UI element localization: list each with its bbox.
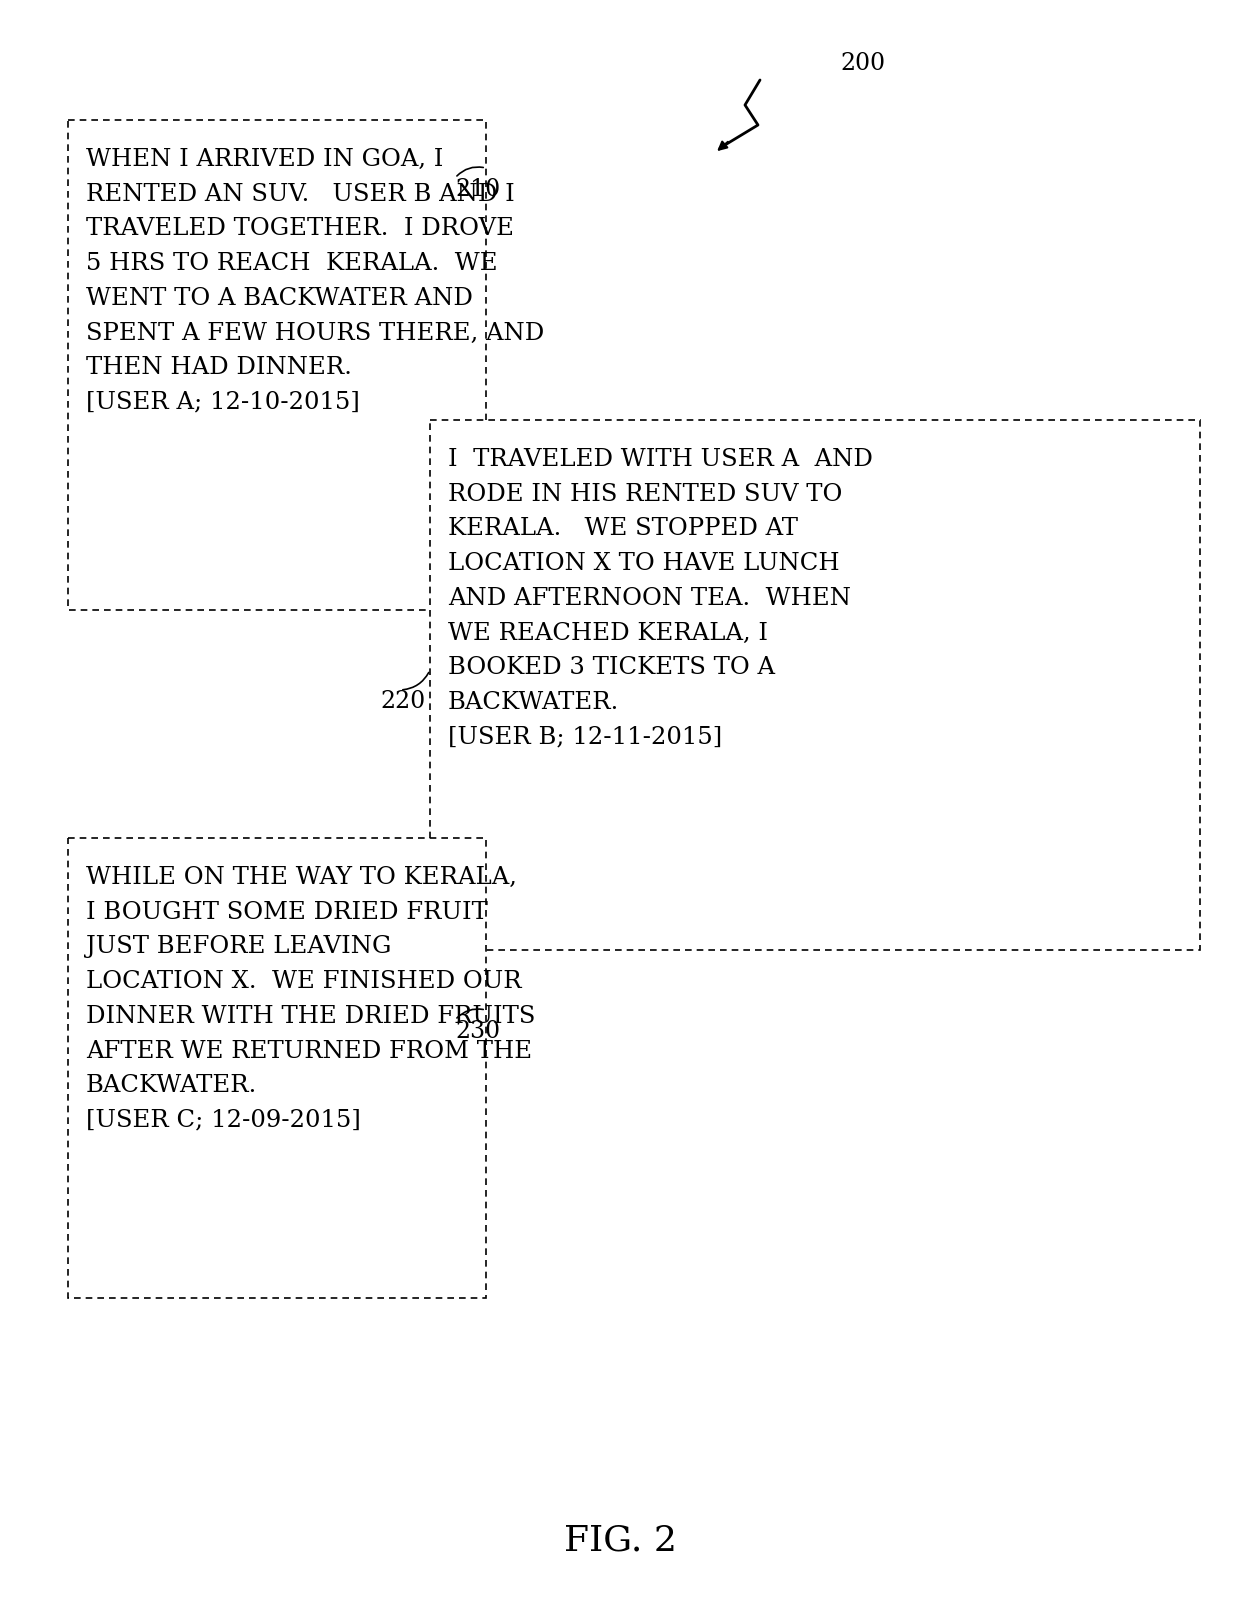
Text: FIG. 2: FIG. 2 [563, 1523, 677, 1557]
Text: 230: 230 [455, 1020, 500, 1043]
Text: 220: 220 [379, 690, 425, 713]
Text: I  TRAVELED WITH USER A  AND
RODE IN HIS RENTED SUV TO
KERALA.   WE STOPPED AT
L: I TRAVELED WITH USER A AND RODE IN HIS R… [448, 448, 873, 749]
Text: 200: 200 [839, 52, 885, 74]
Text: WHILE ON THE WAY TO KERALA,
I BOUGHT SOME DRIED FRUIT
JUST BEFORE LEAVING
LOCATI: WHILE ON THE WAY TO KERALA, I BOUGHT SOM… [86, 867, 536, 1132]
Bar [68, 838, 486, 1298]
Text: 210: 210 [455, 178, 500, 201]
Bar [68, 120, 486, 610]
Bar [430, 420, 1200, 951]
Text: WHEN I ARRIVED IN GOA, I
RENTED AN SUV.   USER B AND I
TRAVELED TOGETHER.  I DRO: WHEN I ARRIVED IN GOA, I RENTED AN SUV. … [86, 149, 544, 414]
